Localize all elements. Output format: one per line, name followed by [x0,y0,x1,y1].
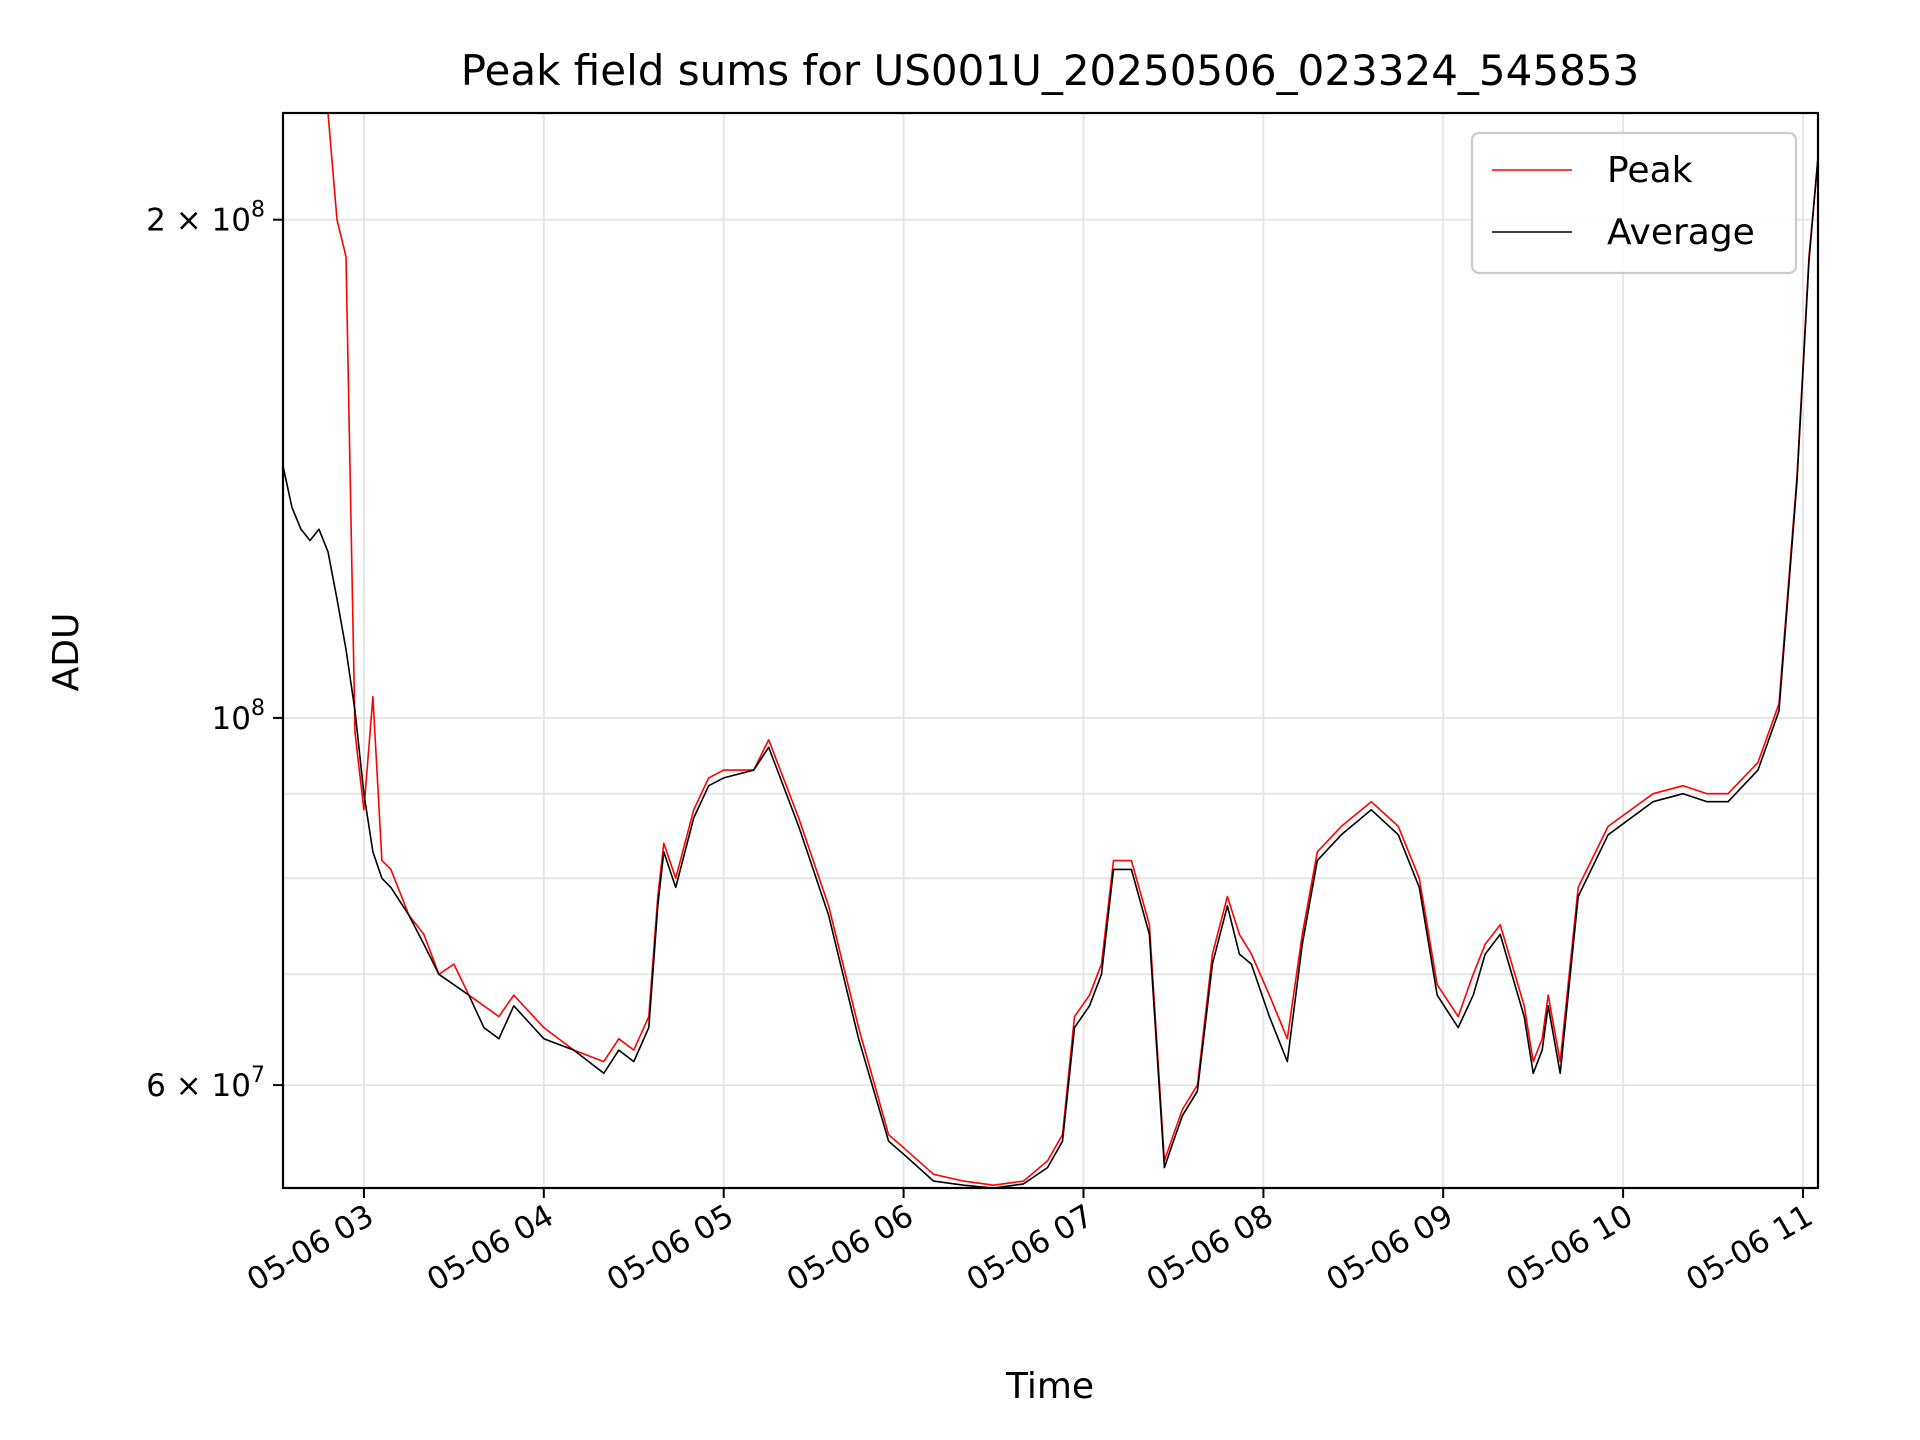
series-layer [283,113,1818,1188]
legend-box [1470,131,1798,275]
legend-label-average: Average [1607,212,1755,253]
series-line-peak [283,113,1818,1186]
y-ticks: 6 × 107 108 2 × 108 [146,198,283,1104]
series-line-average [283,157,1818,1188]
grid [283,113,1818,1188]
chart-title: Peak field sums for US001U_20250506_0233… [461,46,1640,95]
y-axis-label: ADU [46,613,87,692]
y-tick-label: 6 × 107 [146,1063,265,1104]
y-tick-label: 2 × 108 [146,198,265,239]
legend: Peak Average [1470,131,1798,275]
x-axis-label: Time [1005,1366,1094,1407]
plot-frame [281,111,1820,1190]
y-tick-label: 108 [212,696,265,737]
legend-label-peak: Peak [1607,150,1693,191]
